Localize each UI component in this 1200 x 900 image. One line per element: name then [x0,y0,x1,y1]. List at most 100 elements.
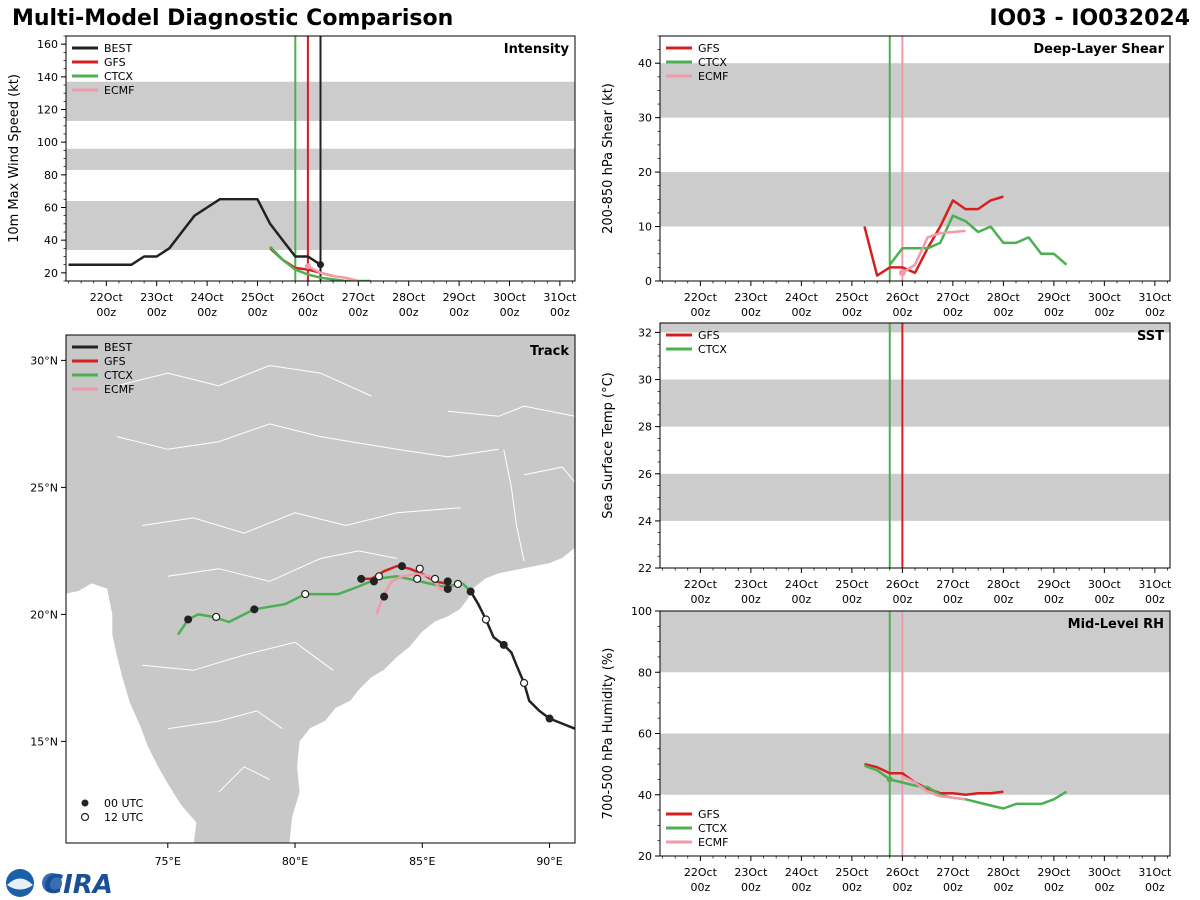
border-line [447,405,575,417]
x-tick-label: 24Oct [785,578,819,591]
series-ctcx [269,245,371,281]
x-tick-sublabel: 00z [1044,881,1064,894]
x-tick-label: 23Oct [734,578,768,591]
track-point-00utc [545,714,554,723]
x-tick-label: 30Oct [1088,291,1122,304]
x-tick-label: 23Oct [140,291,174,304]
y-tick-label: 26 [638,468,652,481]
y-tick-label: 22 [638,562,652,575]
y-tick-label: 160 [37,38,58,51]
panel-track: 75°E 80°E 85°E 90°E 15°N 20°N 25°N 30°N Track BES… [30,334,576,868]
y-tick-label: 60 [638,728,652,741]
shaded-band [660,379,1170,427]
storm-id: IO03 - IO032024 [989,6,1190,31]
x-tick-sublabel: 00z [842,881,862,894]
x-tick-label: 29Oct [1037,866,1071,879]
legend-label-gfs: GFS [698,329,720,342]
border-line [142,641,334,671]
shaded-band [660,323,1170,333]
track-point-00utc [499,640,508,649]
cira-logo: CIRA [6,869,113,898]
map-area [66,335,575,843]
track-point-00utc [443,577,452,586]
shaded-band [660,172,1170,227]
ctcx-init-point [886,776,893,783]
panel-title: Deep-Layer Shear [1033,42,1164,57]
track-point-00utc [250,605,259,614]
legend-label-gfs: GFS [698,42,720,55]
legend-label-ecmf: ECMF [104,84,134,97]
x-tick-sublabel: 00z [1044,593,1064,606]
y-axis-label: 10m Max Wind Speed (kt) [7,74,22,243]
y-tick-label: 80 [44,169,58,182]
track-ctcx [176,575,472,636]
y-tick-label: 40 [638,57,652,70]
legend-label-ctcx: CTCX [104,70,133,83]
x-tick-label: 90°E [536,855,562,868]
x-tick-sublabel: 00z [943,306,963,319]
track-point-12utc [374,572,384,581]
x-tick-label: 28Oct [987,866,1021,879]
y-tick-label: 24 [638,515,652,528]
legend-label-gfs: GFS [698,808,720,821]
y-tick-label: 28 [638,421,652,434]
legend-label-gfs: GFS [104,355,126,368]
x-tick-label: 26Oct [886,866,920,879]
x-tick-sublabel: 00z [993,593,1013,606]
x-tick-label: 24Oct [191,291,225,304]
y-tick-label: 60 [44,202,58,215]
series-ecmf [307,265,359,281]
ecmf-init-point [304,263,311,270]
x-tick-label: 26Oct [886,291,920,304]
x-tick-sublabel: 00z [892,881,912,894]
x-tick-label: 22Oct [684,578,718,591]
series-ctcx [888,214,1068,266]
shaded-band [660,63,1170,118]
track-point-00utc [369,577,378,586]
x-tick-sublabel: 00z [147,306,167,319]
x-tick-label: 30Oct [1088,578,1122,591]
x-tick-label: 25Oct [835,866,869,879]
track-point-00utc [380,592,389,601]
y-tick-label: 30°N [30,354,58,367]
plot-area [660,323,1170,568]
track-point-12utc [415,564,424,573]
border-line [524,466,575,483]
series-ecmf [901,775,966,801]
y-tick-label: 25°N [30,481,58,494]
panel-intensity: 20 40 60 80 100 120 140 160 22Oct 00z 23Oct 00z 24Oc… [7,35,577,319]
y-tick-label: 20 [44,267,58,280]
page-title: Multi-Model Diagnostic Comparison [12,6,454,31]
x-tick-label: 23Oct [734,291,768,304]
legend-label-ecmf: ECMF [104,383,134,396]
x-tick-sublabel: 00z [741,593,761,606]
x-tick-label: 31Oct [1138,291,1172,304]
x-tick-label: 29Oct [443,291,477,304]
panel-rh: 20 40 60 80 100 22Oct 00z 23Oct 00z 24Oct 00z 25Oct… [601,605,1172,894]
border-line [116,423,499,458]
track-point-12utc [430,574,440,583]
panel-sst: 22 24 26 28 30 32 22Oct 00z 23Oct 00z 24Oct 00z 25Oc… [601,322,1172,606]
x-tick-sublabel: 00z [1044,306,1064,319]
legend-label-ctcx: CTCX [698,56,727,69]
x-tick-sublabel: 00z [197,306,217,319]
plot-area [660,611,1170,856]
legend-label-ecmf: ECMF [698,836,728,849]
x-tick-label: 27Oct [936,578,970,591]
x-tick-label: 27Oct [936,291,970,304]
legend-marker-12utc [80,812,90,822]
x-tick-sublabel: 00z [791,881,811,894]
y-tick-label: 10 [638,221,652,234]
x-tick-label: 25Oct [835,578,869,591]
best-latest-point [317,261,324,269]
panel-title: Track [530,344,569,359]
x-tick-sublabel: 00z [1094,306,1114,319]
ecmf-init-point [898,269,906,277]
legend-label-gfs: GFS [104,56,126,69]
x-tick-sublabel: 00z [1094,593,1114,606]
series-ecmf [901,229,966,274]
shaded-band [660,611,1170,673]
x-tick-sublabel: 00z [892,593,912,606]
x-tick-label: 25Oct [241,291,275,304]
legend-label-best: BEST [104,42,132,55]
